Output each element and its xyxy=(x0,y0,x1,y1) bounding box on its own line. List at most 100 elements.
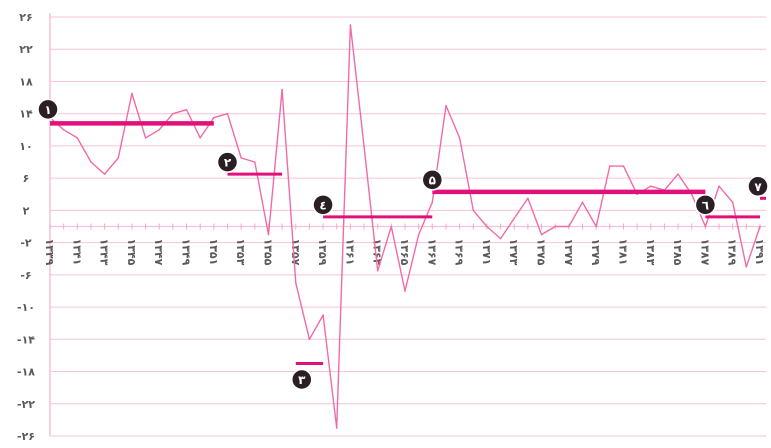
data-point xyxy=(568,225,570,228)
data-point xyxy=(499,237,502,240)
period-badges: ۱ ۲ ۳ ٤ ۵ ٦ ۷ xyxy=(37,98,769,391)
period-badge: ۲ xyxy=(216,151,239,173)
data-point xyxy=(527,197,529,200)
y-tick-label: ۱۸ xyxy=(19,75,33,88)
x-tick-label: ۱۳۳۹ xyxy=(43,239,56,266)
x-tick-label: ۱۳۸۱ xyxy=(616,239,629,266)
data-point xyxy=(185,108,188,111)
x-tick-label: ۱۳۶۹ xyxy=(453,239,466,266)
x-tick-label: ۱۳۵۹ xyxy=(316,239,329,266)
period-badge-circle xyxy=(694,194,717,216)
data-point xyxy=(718,185,720,188)
data-point xyxy=(417,233,420,236)
data-point xyxy=(199,137,201,139)
data-point xyxy=(649,185,652,188)
data-point xyxy=(472,209,475,212)
y-tick-label: ۱۴ xyxy=(19,108,33,121)
data-point xyxy=(90,161,92,163)
data-point xyxy=(513,217,516,220)
period-badge: ۵ xyxy=(421,169,444,191)
data-point xyxy=(240,157,242,159)
y-tick-label: -۱۰ xyxy=(17,301,35,314)
x-tick-label: ۱۳۸۳ xyxy=(644,239,657,266)
period-badge: ٤ xyxy=(312,194,334,216)
data-point xyxy=(704,225,707,228)
data-point xyxy=(609,165,611,167)
data-point xyxy=(677,173,679,175)
period-badge-label: ۲ xyxy=(224,156,232,170)
data-point xyxy=(458,137,461,139)
data-point xyxy=(76,137,79,139)
period-badge-circle xyxy=(37,98,59,121)
data-point xyxy=(445,104,447,107)
period-badge: ۳ xyxy=(291,368,313,391)
y-tick-label: ۶ xyxy=(23,172,30,185)
y-tick-label: -۱۸ xyxy=(17,366,35,379)
data-point xyxy=(731,201,734,204)
data-point xyxy=(595,225,597,228)
data-point xyxy=(144,137,147,139)
period-badge-circle xyxy=(216,151,239,173)
x-tick-label: ۱۳۵۳ xyxy=(234,239,247,266)
data-point xyxy=(158,129,161,131)
x-tick-label: ۱۳۶۳ xyxy=(371,239,384,266)
x-tick-label: ۱۳۹۱ xyxy=(753,239,766,266)
x-tick-label: ۱۳۴۱ xyxy=(70,239,83,266)
grid xyxy=(49,13,766,437)
period-badge-circle xyxy=(291,368,313,391)
data-point xyxy=(62,129,65,131)
x-tick-label: ۱۳۷۹ xyxy=(589,239,602,266)
y-tick-label: -۲ xyxy=(20,237,32,250)
data-point xyxy=(308,338,311,341)
data-point xyxy=(390,225,393,228)
data-point xyxy=(294,282,297,284)
x-tick-label: ۱۳۵۷ xyxy=(289,239,302,266)
period-badge-label: ٦ xyxy=(702,198,709,212)
y-tick-label: ۲۶ xyxy=(19,11,32,24)
x-tick-label: ۱۳۵۱ xyxy=(207,239,220,266)
data-point xyxy=(226,112,229,115)
data-point xyxy=(349,24,352,26)
period-badge-circle xyxy=(747,175,769,198)
data-point xyxy=(581,201,584,204)
x-tick-label: ۱۳۵۵ xyxy=(261,239,274,266)
data-point xyxy=(213,116,215,119)
data-point xyxy=(322,314,324,316)
x-tick-label: ۱۳۷۷ xyxy=(562,239,575,266)
data-point xyxy=(103,173,106,175)
period-badge-circle xyxy=(421,169,444,191)
period-badge: ۷ xyxy=(747,175,769,198)
period-badge-label: ۵ xyxy=(429,173,436,187)
x-tick-label: ۱۳۶۱ xyxy=(343,239,356,266)
x-axis: ۱۳۳۹ ۱۳۴۱ ۱۳۴۳ ۱۳۴۵ ۱۳۴۷ ۱۳۴۹ ۱۳۵۱ ۱۳۵۳ ۱۳۵۵ ۱۳۵۷… xyxy=(43,239,766,266)
x-tick-label: ۱۳۴۷ xyxy=(152,239,165,266)
data-point xyxy=(759,225,761,228)
x-tick-label: ۱۳۶۵ xyxy=(398,239,411,266)
data-point xyxy=(281,88,283,91)
data-point xyxy=(254,161,256,163)
data-point xyxy=(404,290,406,292)
x-tick-label: ۱۳۴۵ xyxy=(125,239,138,266)
y-tick-label: ۱۰ xyxy=(19,140,32,153)
data-point xyxy=(267,233,270,236)
data-point xyxy=(376,270,379,272)
period-lines xyxy=(50,121,766,365)
data-point xyxy=(431,201,434,204)
x-tick-label: ۱۳۶۷ xyxy=(425,239,438,266)
period-badge-circle xyxy=(312,194,334,216)
y-axis: ۲۶ ۲۲ ۱۸ ۱۴ ۱۰ ۶ ۲ -۲ -۶ -۱۰ -۱۴ -۱۸ -۲۲ -۲۶ xyxy=(17,11,35,443)
data-point xyxy=(554,225,556,228)
data-point xyxy=(486,225,488,228)
period-badge-label: ۱ xyxy=(44,103,51,117)
x-tick-label: ۱۳۸۹ xyxy=(726,239,739,266)
data-point xyxy=(363,145,365,147)
data-point xyxy=(172,112,174,115)
data-point xyxy=(131,92,133,95)
y-tick-label: -۱۴ xyxy=(17,333,35,346)
period-badge-label: ٤ xyxy=(319,198,326,212)
data-point xyxy=(117,157,120,159)
x-tick-label: ۱۳۸۷ xyxy=(698,239,711,266)
y-tick-label: ۲۲ xyxy=(19,43,33,56)
